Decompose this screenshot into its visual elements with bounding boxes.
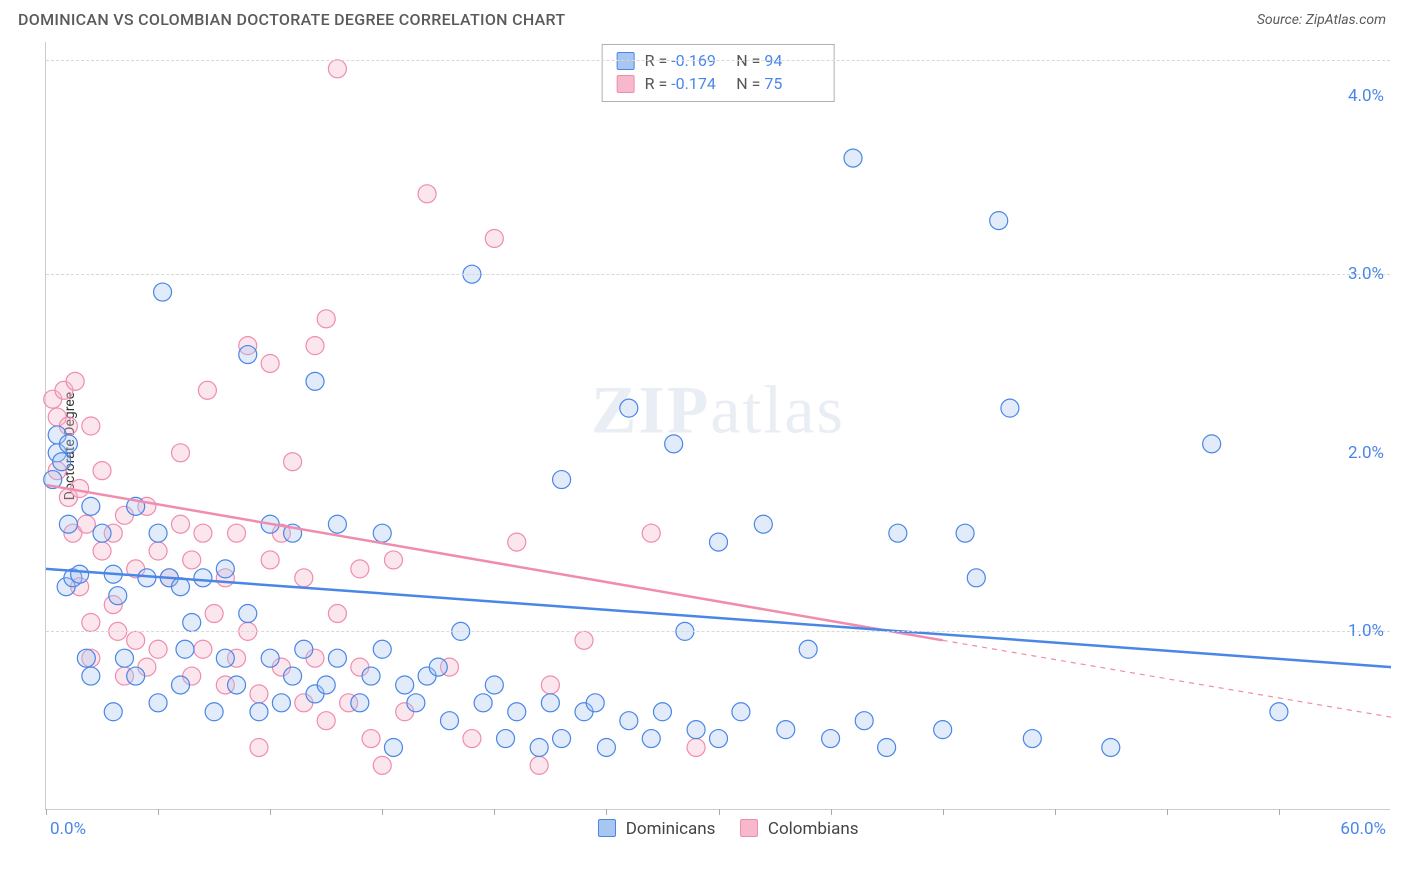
legend-label-colombians: Colombians xyxy=(768,819,859,839)
bottom-legend: Dominicans Colombians xyxy=(46,819,1390,839)
header: DOMINICAN VS COLOMBIAN DOCTORATE DEGREE … xyxy=(0,0,1406,37)
legend-label-dominicans: Dominicans xyxy=(626,819,716,839)
y-tick-label: 4.0% xyxy=(1348,86,1384,106)
y-tick-label: 1.0% xyxy=(1348,621,1384,641)
plot-area: ZIPatlas R = -0.169 N = 94 R = -0.174 N … xyxy=(45,42,1390,810)
scatter-svg xyxy=(46,42,1390,809)
r-value-2: -0.174 xyxy=(671,72,726,95)
source-label: Source: ZipAtlas.com xyxy=(1257,12,1386,28)
chart-title: DOMINICAN VS COLOMBIAN DOCTORATE DEGREE … xyxy=(18,10,565,29)
y-tick-label: 2.0% xyxy=(1348,443,1384,463)
legend-swatch-colombians xyxy=(740,819,758,837)
stats-row-2: R = -0.174 N = 75 xyxy=(617,72,820,95)
n-value-2: 75 xyxy=(764,72,819,95)
stats-box: R = -0.169 N = 94 R = -0.174 N = 75 xyxy=(602,44,835,102)
y-tick-label: 3.0% xyxy=(1348,264,1384,284)
swatch-colombians xyxy=(617,75,635,93)
legend-swatch-dominicans xyxy=(598,819,616,837)
